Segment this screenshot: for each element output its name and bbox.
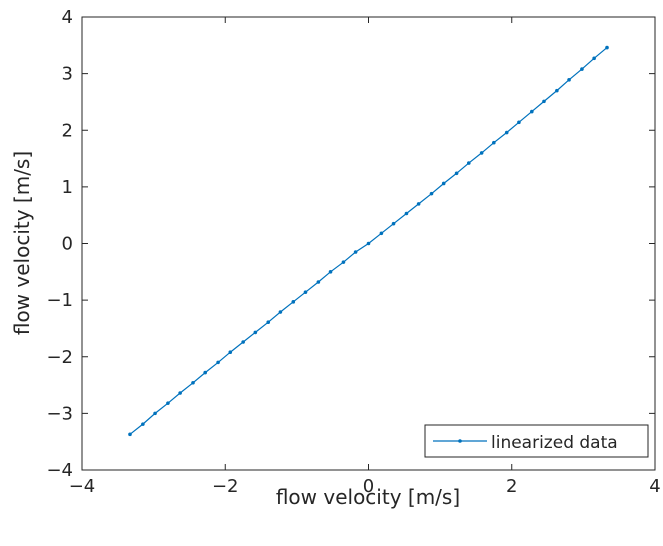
- data-point: [429, 191, 434, 196]
- data-point: [166, 401, 170, 405]
- data-point: [366, 241, 371, 246]
- data-point: [391, 221, 396, 226]
- y-tick-label: 2: [62, 120, 73, 141]
- data-point: [404, 211, 409, 216]
- data-point: [454, 171, 459, 176]
- x-tick-label: 0: [363, 476, 374, 497]
- data-point: [580, 67, 584, 71]
- data-point: [492, 140, 496, 145]
- x-axis-label: flow velocity [m/s]: [276, 485, 460, 509]
- y-tick-label: −4: [46, 460, 73, 481]
- axes-frame: [81, 16, 656, 471]
- data-point: [466, 161, 471, 165]
- x-tick-label: −2: [212, 476, 239, 497]
- y-tick-label: 4: [62, 7, 73, 28]
- y-axis-label: flow velocity [m/s]: [10, 151, 34, 335]
- data-point: [353, 250, 358, 254]
- data-point: [504, 130, 509, 135]
- x-tick-label: −4: [69, 476, 96, 497]
- data-point: [479, 151, 484, 155]
- data-point: [141, 422, 145, 426]
- y-tick-label: −1: [46, 290, 73, 311]
- data-point: [441, 181, 446, 186]
- data-point: [416, 202, 421, 206]
- y-tick-label: −2: [46, 347, 73, 368]
- data-point: [592, 56, 596, 61]
- data-point: [341, 260, 346, 264]
- data-point: [203, 370, 207, 375]
- data-point: [605, 45, 609, 50]
- data-point: [517, 120, 521, 125]
- x-tick-label: 4: [649, 476, 660, 497]
- data-point: [555, 88, 559, 93]
- y-tick-label: 1: [62, 177, 73, 198]
- legend-label: linearized data: [491, 433, 618, 453]
- data-point: [316, 280, 321, 284]
- data-point: [216, 360, 220, 365]
- legend: linearized data: [424, 424, 649, 458]
- x-tick-label: 2: [506, 476, 517, 497]
- data-point: [191, 380, 195, 385]
- data-point: [328, 270, 333, 274]
- data-point: [303, 290, 308, 294]
- data-point: [530, 109, 534, 114]
- data-point: [241, 340, 245, 344]
- data-point: [291, 300, 296, 304]
- data-point: [228, 350, 233, 355]
- y-tick-label: 3: [62, 64, 73, 85]
- legend-marker-sample: [458, 439, 462, 443]
- y-tick-label: −3: [46, 403, 73, 424]
- data-point: [567, 78, 571, 82]
- data-point: [128, 432, 132, 437]
- axes-layer: −4 −2 0 2 4 −4 −3 −2 −1 0 1 2 3 4: [46, 7, 660, 497]
- data-point: [278, 310, 283, 314]
- data-point: [379, 231, 384, 236]
- y-tick-label: 0: [62, 234, 73, 255]
- data-point: [542, 99, 546, 104]
- data-point: [266, 320, 271, 325]
- data-point: [153, 411, 157, 416]
- data-point: [253, 330, 258, 335]
- data-point: [178, 391, 182, 395]
- series-layer: [128, 45, 609, 437]
- axes-box: [81, 16, 656, 471]
